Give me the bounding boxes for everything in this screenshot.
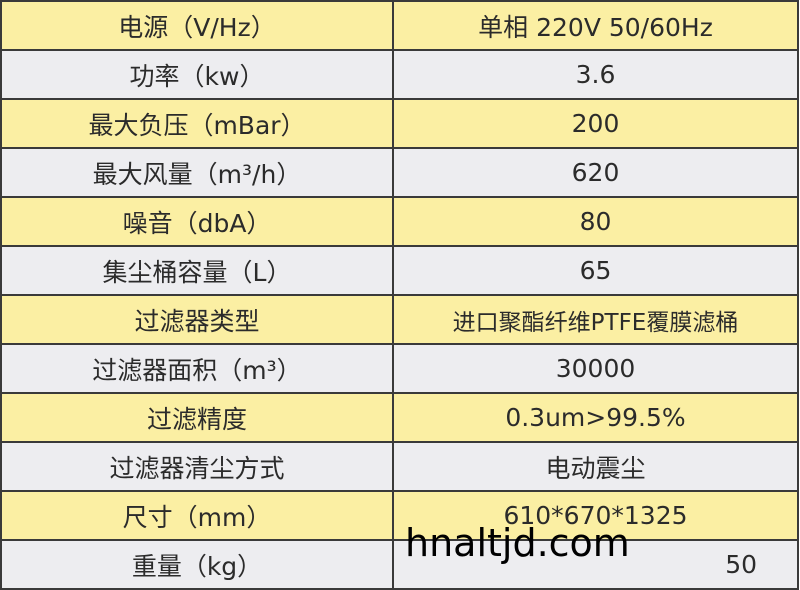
table-row: 电源（V/Hz） 单相 220V 50/60Hz [0, 0, 799, 51]
spec-value: 80 [392, 196, 799, 247]
spec-label: 最大负压（mBar） [0, 98, 394, 149]
spec-label: 过滤器面积（m³） [0, 343, 394, 394]
spec-value: 30000 [392, 343, 799, 394]
table-row: 过滤器面积（m³） 30000 [0, 343, 799, 394]
spec-label: 噪音（dbA） [0, 196, 394, 247]
spec-value: 进口聚酯纤维PTFE覆膜滤桶 [392, 294, 799, 345]
watermark: hnaltjd.com [405, 521, 630, 565]
table-row: 尺寸（mm） 610*670*1325 [0, 490, 799, 541]
spec-label: 过滤器清尘方式 [0, 441, 394, 492]
spec-value: 200 [392, 98, 799, 149]
table-row: 最大风量（m³/h） 620 [0, 147, 799, 198]
spec-label: 过滤精度 [0, 392, 394, 443]
spec-value: 620 [392, 147, 799, 198]
table-row: 功率（kw） 3.6 [0, 49, 799, 100]
table-row: 集尘桶容量（L） 65 [0, 245, 799, 296]
spec-label: 集尘桶容量（L） [0, 245, 394, 296]
spec-value: 610*670*1325 [392, 490, 799, 541]
spec-label: 尺寸（mm） [0, 490, 394, 541]
spec-value: 电动震尘 [392, 441, 799, 492]
spec-label: 功率（kw） [0, 49, 394, 100]
spec-label: 电源（V/Hz） [0, 0, 394, 51]
table-row: 最大负压（mBar） 200 [0, 98, 799, 149]
table-row: 过滤器清尘方式 电动震尘 [0, 441, 799, 492]
table-row: 噪音（dbA） 80 [0, 196, 799, 247]
table-row: 过滤精度 0.3um>99.5% [0, 392, 799, 443]
spec-label: 最大风量（m³/h） [0, 147, 394, 198]
spec-value: 65 [392, 245, 799, 296]
spec-label: 过滤器类型 [0, 294, 394, 345]
spec-label: 重量（kg） [0, 539, 394, 590]
spec-value: 0.3um>99.5% [392, 392, 799, 443]
spec-value: 3.6 [392, 49, 799, 100]
table-row: 重量（kg） 50 [0, 539, 799, 590]
spec-value: 单相 220V 50/60Hz [392, 0, 799, 51]
table-row: 过滤器类型 进口聚酯纤维PTFE覆膜滤桶 [0, 294, 799, 345]
